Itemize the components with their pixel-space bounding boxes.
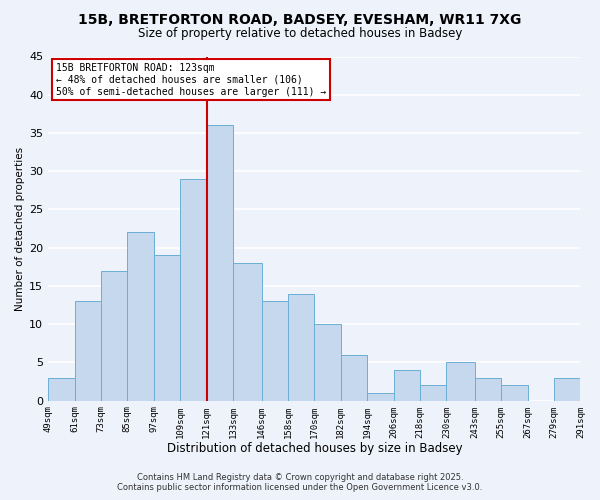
Bar <box>446 362 475 401</box>
Bar <box>154 256 180 400</box>
Text: Contains HM Land Registry data © Crown copyright and database right 2025.
Contai: Contains HM Land Registry data © Crown c… <box>118 473 482 492</box>
Bar <box>127 232 154 400</box>
Bar <box>367 393 394 400</box>
Bar <box>475 378 502 400</box>
Bar <box>314 324 341 400</box>
Bar <box>420 386 446 400</box>
Bar <box>394 370 420 400</box>
Bar <box>233 263 262 400</box>
Text: 15B BRETFORTON ROAD: 123sqm
← 48% of detached houses are smaller (106)
50% of se: 15B BRETFORTON ROAD: 123sqm ← 48% of det… <box>56 64 326 96</box>
Bar <box>288 294 314 401</box>
Bar <box>180 179 206 400</box>
Text: Size of property relative to detached houses in Badsey: Size of property relative to detached ho… <box>138 28 462 40</box>
Bar <box>262 302 288 400</box>
Bar <box>502 386 528 400</box>
Bar <box>74 302 101 400</box>
Text: 15B, BRETFORTON ROAD, BADSEY, EVESHAM, WR11 7XG: 15B, BRETFORTON ROAD, BADSEY, EVESHAM, W… <box>79 12 521 26</box>
Bar <box>101 270 127 400</box>
Bar <box>206 126 233 400</box>
Y-axis label: Number of detached properties: Number of detached properties <box>15 146 25 310</box>
X-axis label: Distribution of detached houses by size in Badsey: Distribution of detached houses by size … <box>167 442 462 455</box>
Bar <box>554 378 580 400</box>
Bar <box>48 378 74 400</box>
Bar <box>341 355 367 401</box>
